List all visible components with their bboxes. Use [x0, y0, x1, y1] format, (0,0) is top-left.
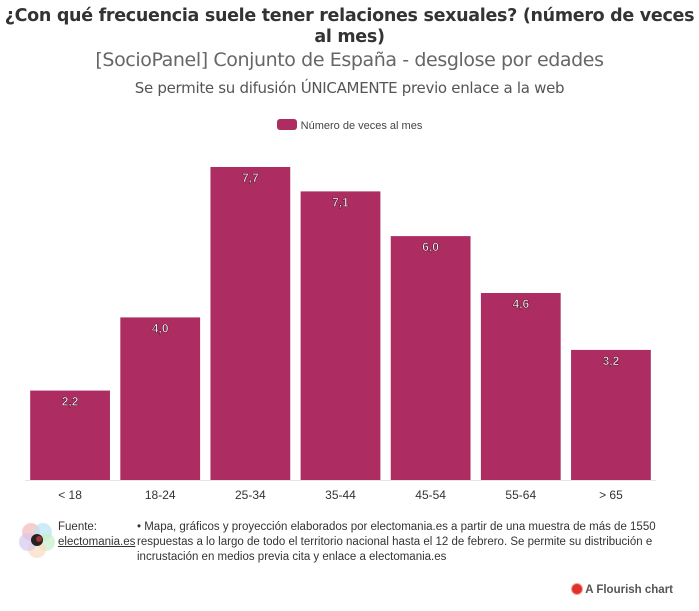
x-tick-label-3: 35-44	[325, 488, 356, 502]
legend-swatch	[276, 119, 297, 130]
data-label-0: 2,2	[62, 395, 79, 409]
flourish-label: A Flourish chart	[585, 584, 673, 596]
data-label-1: 4,0	[152, 321, 169, 335]
x-tick-label-1: 18-24	[145, 488, 176, 502]
chart-subtitle: [SocioPanel] Conjunto de España - desglo…	[95, 49, 604, 71]
bar-3[interactable]	[300, 191, 381, 480]
data-label-5: 4,6	[512, 297, 529, 311]
source-link[interactable]: electomania.es	[58, 536, 136, 548]
x-tick-label-4: 45-54	[415, 488, 446, 502]
electomania-logo-icon	[19, 523, 55, 558]
x-tick-label-2: 25-34	[235, 488, 266, 502]
flourish-credit[interactable]: A Flourish chart	[572, 584, 673, 596]
data-label-3: 7,1	[332, 195, 349, 209]
bar-4[interactable]	[390, 236, 471, 480]
data-label-4: 6,0	[422, 240, 439, 254]
legend-label: Número de veces al mes	[300, 120, 423, 132]
flourish-icon	[572, 584, 583, 594]
bar-2[interactable]	[210, 167, 291, 480]
bar-6[interactable]	[571, 349, 651, 480]
chart-note: Se permite su difusión ÚNICAMENTE previo…	[134, 79, 565, 97]
legend: Número de veces al mes	[0, 119, 699, 132]
source-label: Fuente:	[58, 521, 97, 533]
chart-title: ¿Con qué frecuencia suele tener relacion…	[4, 6, 695, 47]
bar-5[interactable]	[480, 293, 561, 480]
source-label-block: Fuente: electomania.es	[58, 520, 138, 550]
x-tick-label-6: > 65	[599, 488, 623, 502]
data-label-2: 7,7	[242, 171, 259, 185]
source-text: • Mapa, gráficos y proyección elaborados…	[137, 521, 656, 563]
bar-1[interactable]	[120, 317, 201, 480]
x-tick-label-5: 55-64	[505, 488, 536, 502]
data-label-6: 3,2	[603, 354, 620, 368]
bar-0[interactable]	[30, 390, 110, 480]
x-tick-label-0: < 18	[58, 488, 82, 502]
bar-chart: 2,2 < 18 4,0 18-24 7,7 25-34 7,1 35-44 6,0 45-54 4…	[25, 167, 656, 502]
